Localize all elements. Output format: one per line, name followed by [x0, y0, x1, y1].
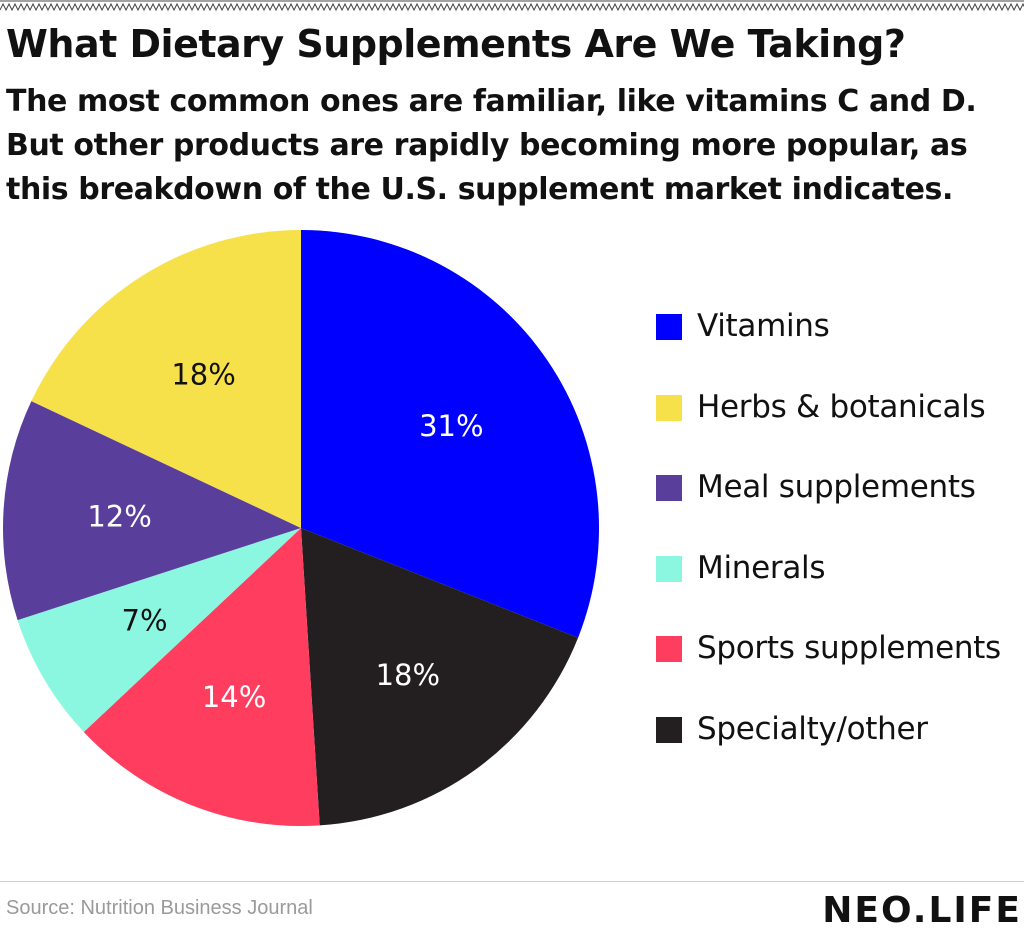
chart-title: What Dietary Supplements Are We Taking? [6, 22, 906, 66]
legend-label-meal-supplements: Meal supplements [697, 469, 976, 505]
legend-label-herbs-botanicals: Herbs & botanicals [697, 388, 986, 425]
slice-label-vitamins: 31% [419, 409, 483, 443]
slice-label-herbs-botanicals: 18% [171, 358, 235, 392]
legend-item-sports-supplements: Sports supplements [656, 626, 1001, 707]
legend-item-minerals: Minerals [656, 546, 1001, 627]
pie-slice-meal-supplements [2, 401, 301, 621]
legend-item-vitamins: Vitamins [656, 304, 1001, 385]
pie-chart: 31% 18% 14% 7% 12% 18% [2, 230, 599, 827]
legend-item-specialty-other: Specialty/other [656, 707, 1001, 788]
legend-label-minerals: Minerals [697, 549, 826, 586]
legend-label-sports-supplements: Sports supplements [697, 630, 1001, 666]
legend-swatch-minerals [656, 555, 682, 582]
legend-swatch-meal-supplements [656, 475, 682, 501]
zigzag-top-border [0, 0, 1024, 12]
pie-slice-vitamins [301, 230, 599, 638]
legend-swatch-sports-supplements [656, 636, 682, 662]
legend-label-vitamins: Vitamins [697, 308, 830, 344]
subtitle-line-1: The most common ones are familiar, like … [6, 84, 977, 119]
brand-logo: NEO.LIFE [822, 890, 1022, 931]
source-note: Source: Nutrition Business Journal [6, 897, 313, 919]
legend-label-specialty-other: Specialty/other [697, 710, 928, 747]
legend-item-herbs-botanicals: Herbs & botanicals [656, 385, 1001, 466]
legend-swatch-specialty-other [656, 716, 682, 743]
footer-divider [0, 881, 1024, 882]
pie-slice-sports-supplements [83, 528, 320, 827]
legend-swatch-vitamins [656, 314, 682, 340]
pie-slice-minerals [17, 528, 302, 732]
subtitle-line-2: But other products are rapidly becoming … [6, 128, 968, 163]
legend-item-meal-supplements: Meal supplements [656, 465, 1001, 546]
chart-legend: Vitamins Herbs & botanicals Meal supplem… [656, 304, 1001, 787]
pie-slice-herbs-botanicals [31, 230, 301, 528]
subtitle-line-3: this breakdown of the U.S. supplement ma… [6, 172, 953, 207]
slice-label-minerals: 7% [122, 604, 168, 638]
slice-label-meal-supplements: 12% [87, 500, 151, 534]
slice-label-sports-supplements: 14% [202, 680, 266, 714]
legend-swatch-herbs-botanicals [656, 394, 682, 421]
slice-label-specialty-other: 18% [376, 658, 440, 692]
pie-slice-specialty-other [301, 528, 579, 826]
chart-subtitle: The most common ones are familiar, like … [6, 80, 1006, 212]
